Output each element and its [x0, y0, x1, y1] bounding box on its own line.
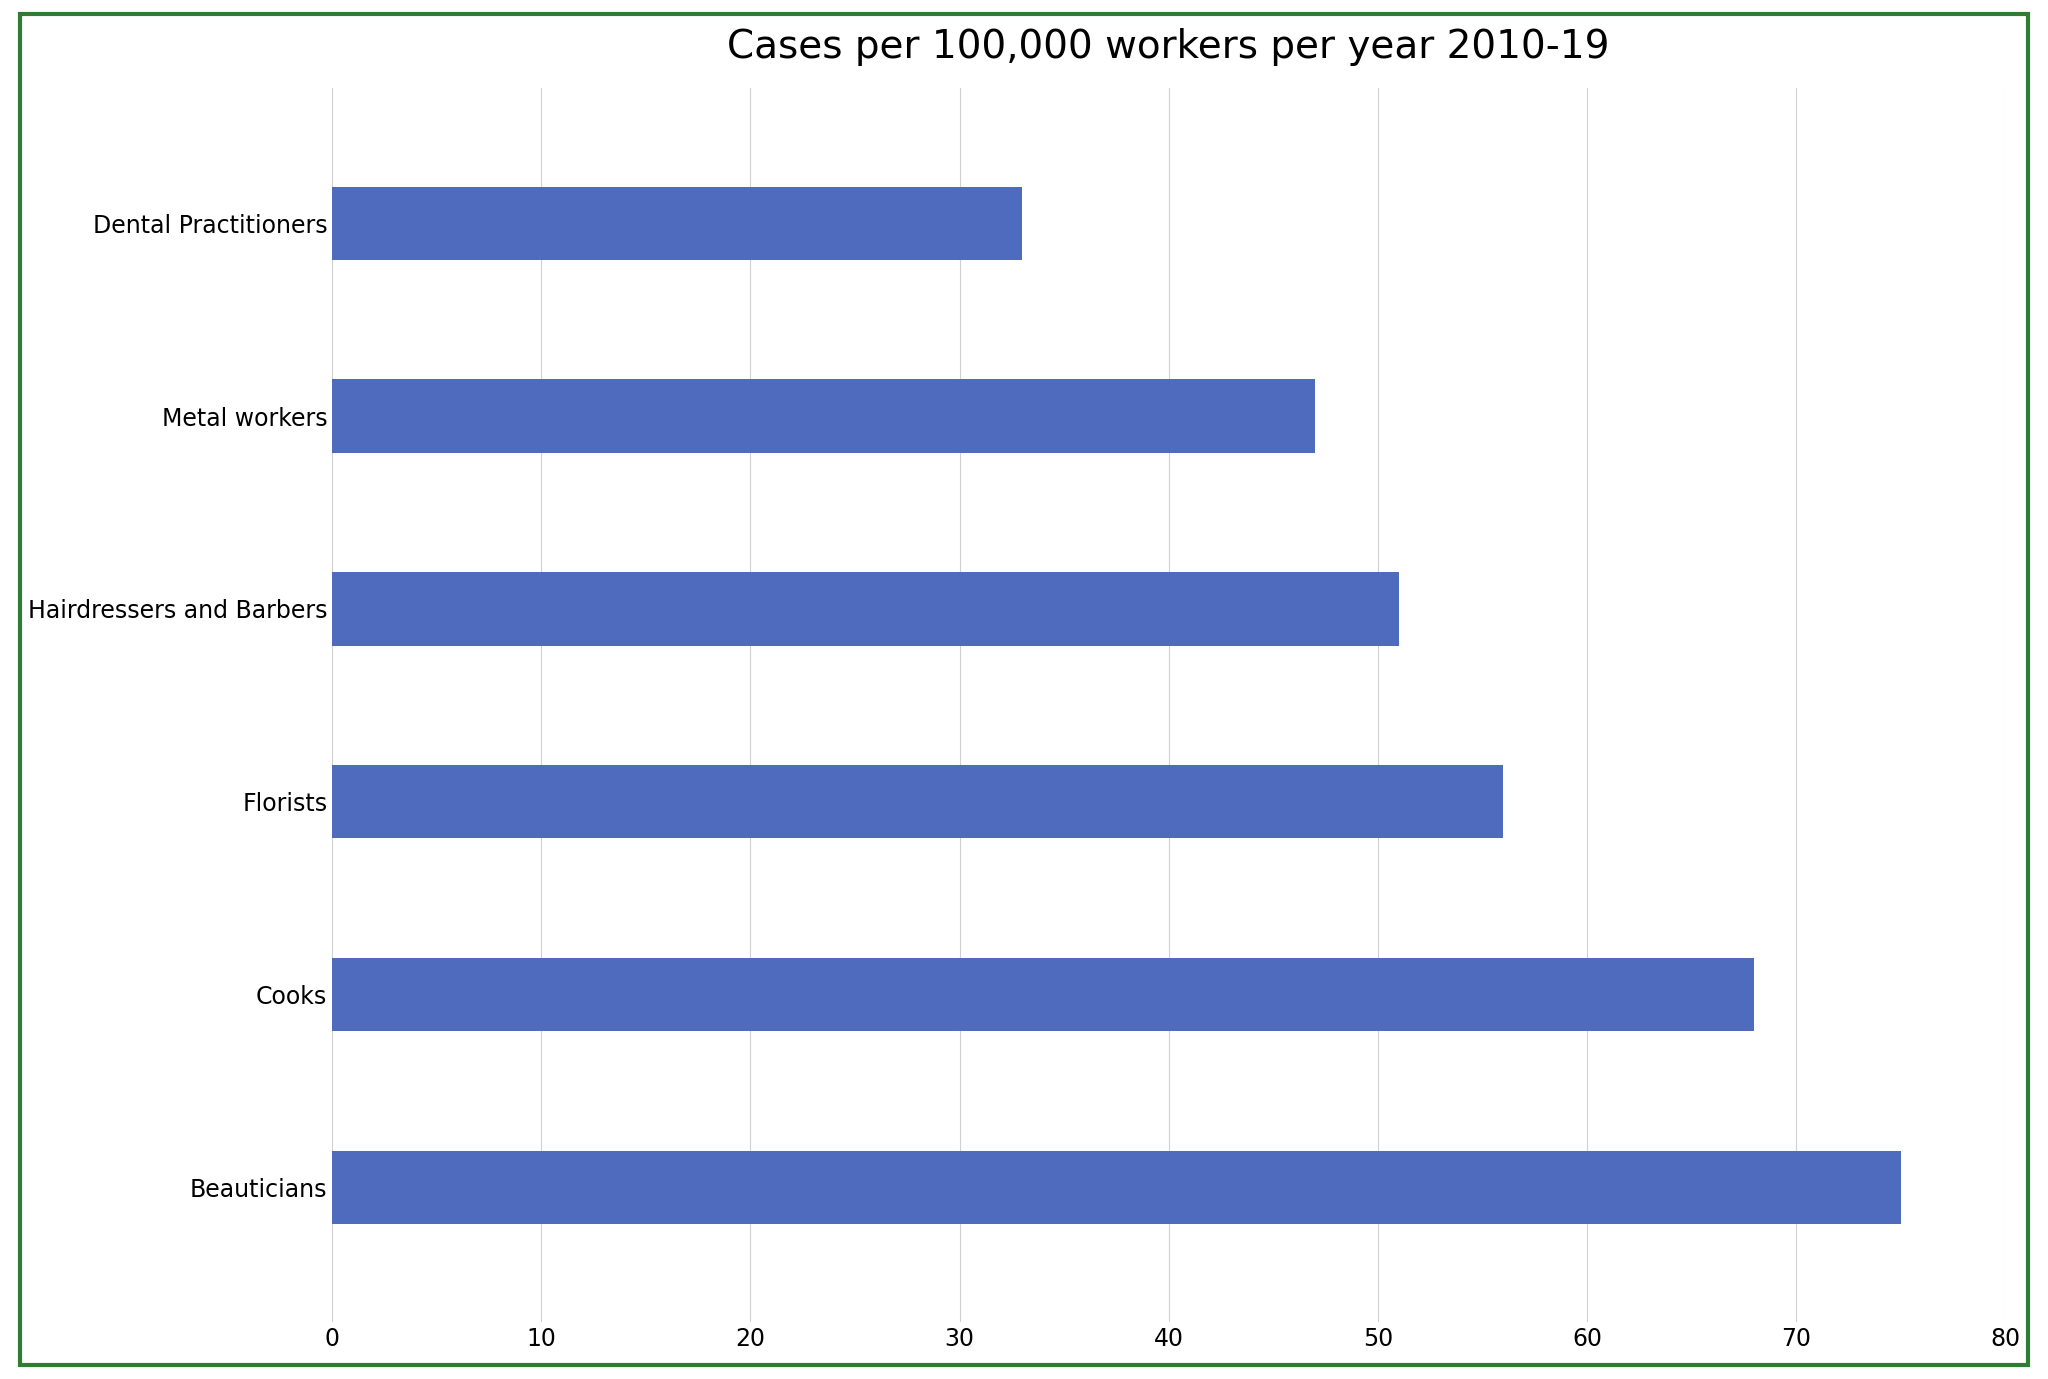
Bar: [332, 379, 1315, 452]
Bar: [332, 765, 1503, 838]
Bar: [332, 186, 1022, 259]
Bar: [332, 1150, 1901, 1225]
Bar: [332, 572, 1399, 645]
Title: Cases per 100,000 workers per year 2010-19: Cases per 100,000 workers per year 2010-…: [727, 28, 1610, 66]
Bar: [332, 958, 1755, 1031]
